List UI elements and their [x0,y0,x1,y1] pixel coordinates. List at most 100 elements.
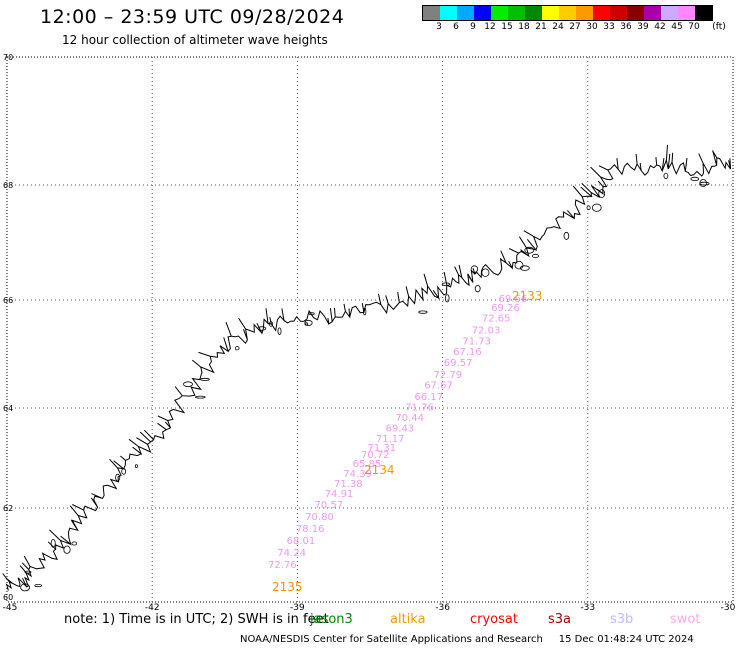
wave-height-value: 78.16 [296,524,325,535]
coast-island [563,231,570,240]
wave-height-value: 67.67 [424,381,453,392]
wave-height-value: 71.31 [368,443,397,454]
legend-unit: (ft) [712,22,726,32]
coast-island [121,468,127,475]
legend-swatch [440,6,457,20]
track-time-label: 2134 [364,463,395,477]
lat-tick-label: 64 [3,404,13,413]
coast-island [586,205,591,211]
legend-swatch [525,6,542,20]
wave-height-legend: 3 6 9 12 15 18 21 24 27 30 33 36 39 42 45 70 (ft) [422,5,726,32]
coast-island [363,307,367,316]
coast-island [519,265,530,271]
altimeter-track: 69.6669.2672.6572.0371.7367.1669.5772.79… [268,294,527,571]
satellite-altika: altika [390,612,426,627]
legend-label: 30 [586,22,598,32]
legend-label: 45 [671,22,683,32]
legend-swatch [491,6,508,20]
lat-tick-label: 70 [3,53,13,62]
legend-swatch [678,6,695,20]
satellite-s3a: s3a [548,612,572,627]
lon-tick-label: -36 [435,603,450,613]
lat-tick-label: 66 [3,296,13,305]
wave-height-value: 70.44 [395,413,424,424]
legend-swatch [576,6,593,20]
track-time-label: 2135 [272,580,303,594]
coast-island [663,172,669,180]
wave-height-value: 69.26 [491,303,520,314]
legend-labels: 3 6 9 12 15 18 21 24 27 30 33 36 39 42 45 70 (ft) [422,22,732,36]
coast-island [257,326,267,331]
lon-tick-label: -45 [3,603,18,613]
axis-ticks: -45 -42 -39 -36 -33 -30 70 68 66 64 62 60 [3,53,736,613]
coast-island [115,473,121,482]
legend-label: 3 [436,22,442,32]
footer-note: note: 1) Time is in UTC; 2) SWH is in fe… [64,612,329,627]
coast-island [474,284,481,293]
coast-island [470,265,479,273]
coast-island [199,377,210,381]
wave-height-value: 66.17 [415,392,444,403]
coast-island [441,282,451,286]
legend-label: 15 [501,22,513,32]
legend-swatch [508,6,525,20]
wave-height-value: 69.43 [386,424,415,435]
wave-height-value: 74.91 [325,489,354,500]
coast-island [71,541,78,546]
legend-label: 18 [518,22,530,32]
wave-height-value: 71.73 [462,336,491,347]
generated-timestamp: 15 Dec 01:48:24 UTC 2024 [558,634,694,645]
wave-height-value: 72.03 [472,326,501,337]
legend-swatch [542,6,559,20]
wave-height-value: 70.72 [361,450,390,461]
footer-credit: NOAA/NESDIS Center for Satellite Applica… [240,634,694,645]
wave-height-value: 72.79 [434,370,463,381]
legend-label: 27 [569,22,581,32]
coast-island [20,583,31,592]
lat-tick-label: 68 [3,181,13,190]
coast-island [598,189,606,199]
wave-height-value: 69.57 [444,358,473,369]
coast-island [444,294,450,303]
coast-island [195,395,206,399]
legend-swatch [423,6,440,20]
lon-tick-label: -30 [721,603,736,613]
wave-height-value: 69.66 [499,294,528,305]
legend-swatch [457,6,474,20]
wave-height-value: 71.38 [334,479,363,490]
satellite-swot: swot [670,612,701,627]
satellite-cryosat: cryosat [470,612,518,627]
coast-island [591,203,602,212]
coast-island [524,246,535,254]
wave-height-value: 74.24 [277,548,306,559]
coast-island [24,570,32,574]
coastline-path [2,144,732,591]
coast-island [699,179,707,187]
wave-height-value: 70.57 [315,500,344,511]
legend-label: 42 [654,22,666,32]
coast-island [50,538,56,548]
wave-height-value: 70.80 [305,512,334,523]
legend-label: 21 [535,22,547,32]
wave-height-value: 72.76 [268,560,297,571]
legend-swatch [644,6,661,20]
legend-label: 6 [453,22,459,32]
wave-height-value: 68.01 [287,536,316,547]
wave-height-value: 67.16 [453,347,482,358]
graticule [7,57,733,602]
coast-island [268,321,273,327]
coast-island [34,584,42,588]
wave-height-value: 74.39 [343,469,372,480]
legend-swatch [610,6,627,20]
legend-label: 9 [470,22,476,32]
map-subtitle: 12 hour collection of altimeter wave hei… [62,33,328,47]
lat-tick-label: 60 [3,593,13,602]
coast-island [304,322,309,326]
wave-height-value: 65.85 [353,459,382,470]
legend-label: 24 [552,22,564,32]
coast-island [277,327,282,335]
lon-tick-label: -33 [580,603,595,613]
map-title: 12:00 – 23:59 UTC 09/28/2024 [40,6,345,28]
legend-swatch [474,6,491,20]
